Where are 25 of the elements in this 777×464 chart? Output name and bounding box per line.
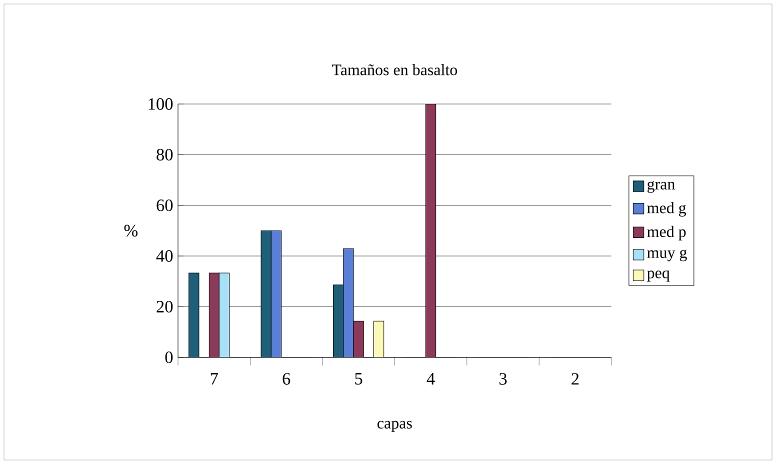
x-tick-label: 5 xyxy=(355,373,362,385)
x-axis-title: capas xyxy=(378,420,412,432)
y-tick-label: 80 xyxy=(156,148,173,161)
bar xyxy=(261,230,272,358)
x-tick-label: 2 xyxy=(572,373,579,385)
y-tick-label: 20 xyxy=(156,300,173,313)
y-tick-label: 40 xyxy=(156,250,173,262)
bar xyxy=(425,104,436,358)
y-tick-label: 100 xyxy=(148,98,173,110)
x-tick-label: 4 xyxy=(426,373,435,384)
bar xyxy=(333,284,344,358)
legend-label: med g xyxy=(647,202,686,217)
legend-label: med p xyxy=(647,226,686,240)
y-tick-label: 60 xyxy=(156,199,173,212)
x-tick-label: 3 xyxy=(500,373,507,385)
x-tick-label: 6 xyxy=(282,373,290,385)
y-axis-title: % xyxy=(124,224,138,237)
bar xyxy=(188,272,199,358)
legend-label: peq xyxy=(647,270,670,282)
x-tick-label: 7 xyxy=(210,373,218,384)
legend-label: gran xyxy=(647,181,675,193)
y-tick-label: 0 xyxy=(165,351,173,364)
legend-label: muy g xyxy=(647,250,687,262)
bar xyxy=(373,320,384,358)
chart-title: Tamaños en basalto xyxy=(332,64,458,76)
